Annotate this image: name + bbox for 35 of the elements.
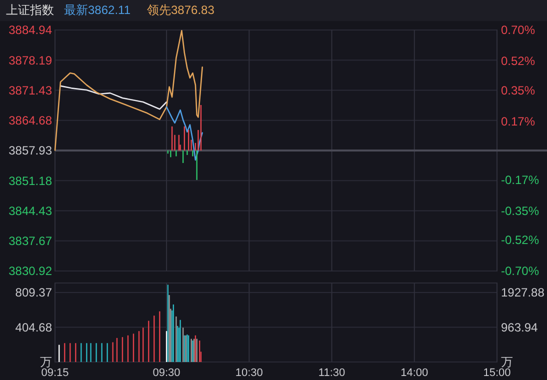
y-tick-label: 3878.19: [8, 53, 52, 68]
y2-tick-label: 0.70%: [501, 23, 536, 38]
y2-tick-label: 1927.88: [501, 286, 545, 300]
x-tick-label: 10:30: [235, 367, 263, 379]
y-tick-label: 3864.68: [8, 114, 52, 128]
y-tick-label: 404.68: [15, 320, 52, 334]
line-series: [54, 30, 203, 151]
y2-tick-label: 万: [501, 355, 513, 370]
x-tick-label: 09:30: [152, 367, 180, 379]
line-series: [60, 85, 168, 110]
y-tick-label: 3884.94: [8, 23, 52, 38]
y2-tick-label: 0.52%: [501, 54, 536, 68]
series-label: 领先3876.83: [147, 3, 215, 17]
chart-title: 上证指数: [6, 3, 54, 17]
y2-tick-label: -0.17%: [501, 172, 540, 187]
y-tick-label: 3844.43: [8, 204, 52, 218]
y2-tick-label: 963.94: [501, 320, 538, 334]
y-tick-label: 3857.93: [8, 144, 52, 158]
y2-tick-label: 0.17%: [501, 114, 536, 128]
y-tick-label: 万: [40, 355, 52, 370]
line-series: [166, 106, 203, 161]
x-tick-label: 15:00: [483, 367, 511, 379]
x-tick-label: 09:15: [41, 367, 69, 379]
y-tick-label: 3830.92: [8, 264, 52, 278]
y2-tick-label: -0.52%: [501, 233, 540, 248]
x-tick-label: 14:00: [400, 367, 428, 379]
y-tick-label: 3851.18: [8, 174, 52, 188]
x-tick-label: 11:30: [318, 367, 346, 379]
y2-tick-label: -0.70%: [501, 264, 540, 278]
y2-tick-label: 0.35%: [501, 83, 536, 98]
y-tick-label: 809.37: [15, 286, 52, 300]
y2-tick-label: -0.35%: [501, 204, 540, 218]
y-tick-label: 3871.43: [8, 83, 52, 98]
text: 最新3862.11: [64, 3, 131, 17]
y-tick-label: 3837.67: [8, 234, 52, 248]
